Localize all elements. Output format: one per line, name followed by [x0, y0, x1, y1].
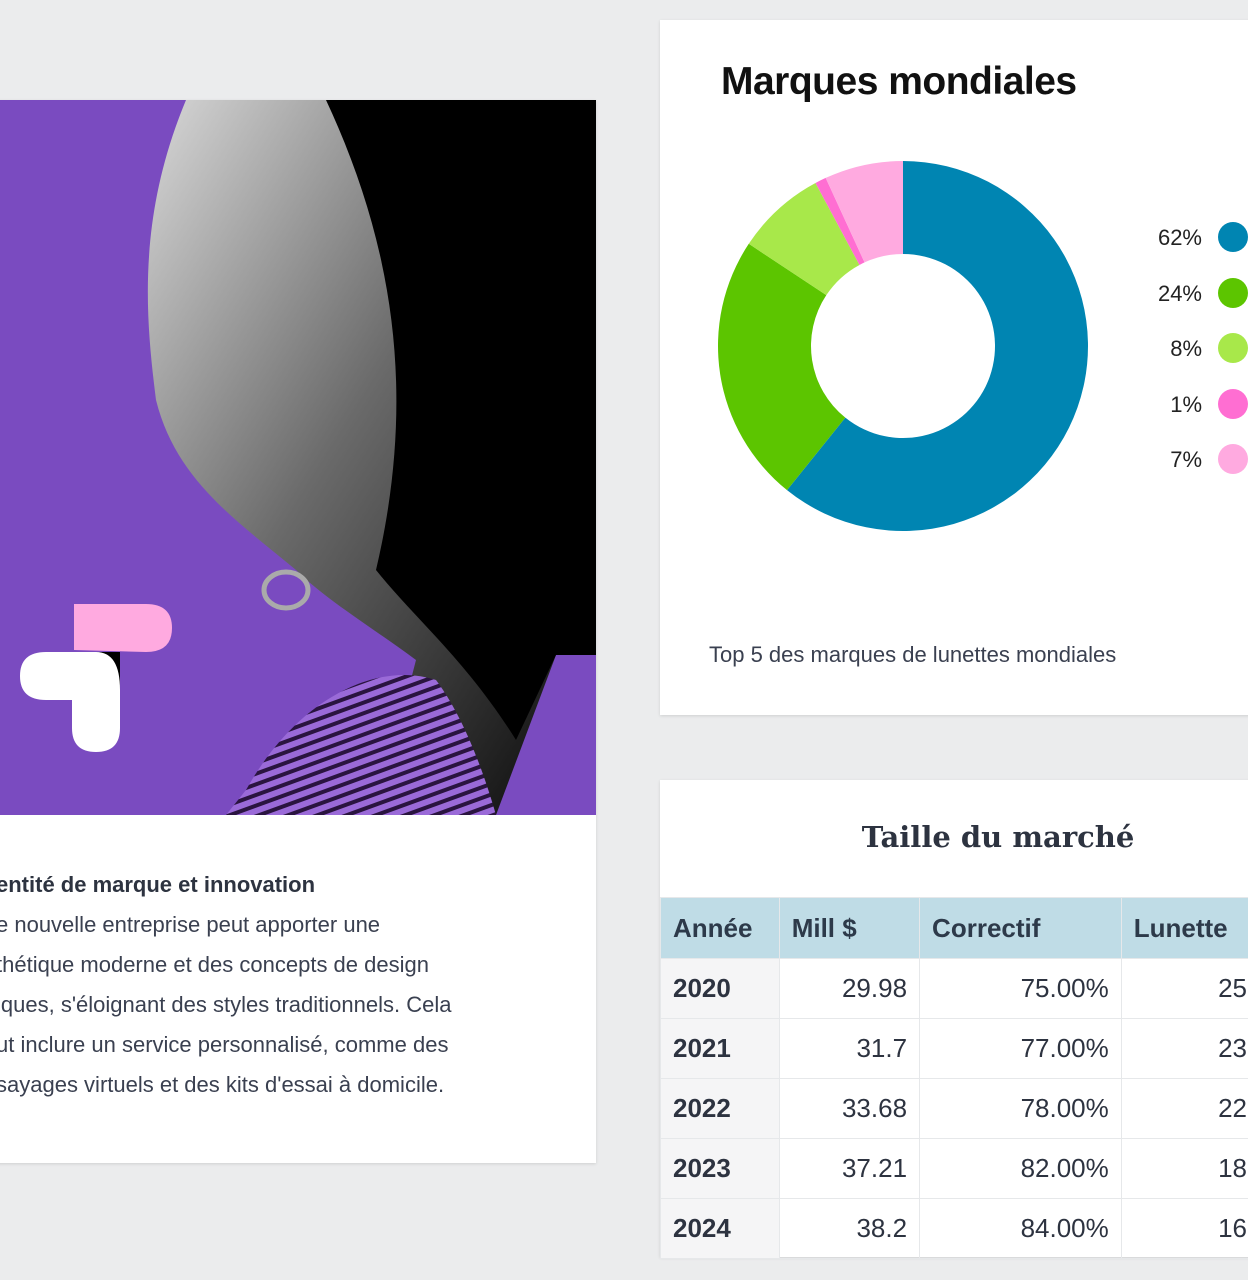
article-card: entité de marque et innovation e nouvell… — [0, 100, 596, 1163]
table-row: 2021 31.7 77.00% 23 — [660, 1018, 1248, 1079]
table-cell: 82.00% — [919, 1138, 1122, 1199]
logo-white-shape — [20, 652, 120, 752]
table-row: 2023 37.21 82.00% 18 — [660, 1138, 1248, 1199]
logo-pink-shape — [74, 604, 172, 652]
donut-chart — [718, 161, 1088, 531]
table-cell: 33.68 — [778, 1078, 921, 1139]
legend-swatch — [1218, 277, 1248, 308]
table-cell: 16 — [1120, 1198, 1248, 1259]
table-row: 2022 33.68 78.00% 22 — [660, 1078, 1248, 1139]
legend-swatch — [1218, 222, 1248, 252]
column-header[interactable]: Correctif — [919, 897, 1122, 959]
chart-title: Marques mondiales — [721, 60, 1077, 103]
legend-swatch — [1218, 444, 1248, 474]
donut-slice[interactable] — [787, 161, 1088, 531]
article-line: iques, s'éloignant des styles traditionn… — [0, 992, 452, 1017]
table-header-row: Année Mill $ Correctif Lunette — [660, 897, 1248, 959]
legend-label: 7% — [1170, 447, 1202, 472]
year-cell: 2023 — [660, 1138, 780, 1199]
chart-caption: Top 5 des marques de lunettes mondiales — [709, 642, 1117, 667]
table-cell: 29.98 — [778, 958, 921, 1019]
legend-label: 1% — [1170, 391, 1202, 417]
table-cell: 77.00% — [919, 1018, 1122, 1079]
table-row: 2024 38.2 84.00% 16 — [660, 1198, 1248, 1259]
table-row: 2020 29.98 75.00% 25 — [660, 958, 1248, 1019]
column-header[interactable]: Année — [660, 897, 780, 959]
year-cell: 2021 — [660, 1018, 780, 1079]
year-cell: 2022 — [660, 1078, 780, 1139]
table-cell: 23 — [1120, 1018, 1248, 1079]
chart-card: Marques mondiales 62% 24% 8% 1% 7% Top 5 des… — [660, 20, 1248, 715]
year-cell: 2020 — [660, 958, 780, 1019]
table-cell: 22 — [1120, 1078, 1248, 1139]
donut-slice[interactable] — [825, 161, 903, 263]
article-line: ut inclure un service personnalisé, comm… — [0, 1032, 449, 1057]
table-cell: 18 — [1120, 1138, 1248, 1199]
table-cell: 84.00% — [919, 1198, 1122, 1259]
legend-label: 24% — [1157, 280, 1202, 306]
year-cell: 2024 — [660, 1198, 780, 1259]
portrait-illustration — [20, 100, 596, 815]
table-cell: 31.7 — [778, 1018, 921, 1079]
table-cell: 25 — [1120, 958, 1248, 1019]
donut-slice[interactable] — [718, 243, 846, 491]
table-title: Taille du marché — [861, 820, 1135, 854]
article-heading: entité de marque et innovation — [0, 872, 316, 897]
article-line: e nouvelle entreprise peut apporter une — [0, 912, 381, 937]
table-cell: 37.21 — [778, 1138, 921, 1199]
legend-swatch — [1218, 388, 1248, 419]
donut-slice[interactable] — [815, 177, 865, 265]
column-header[interactable]: Mill $ — [778, 897, 921, 959]
table-cell: 38.2 — [778, 1198, 921, 1259]
legend-label: 62% — [1157, 225, 1202, 250]
article-line: thétique moderne et des concepts de desi… — [0, 952, 429, 977]
legend-label: 8% — [1170, 336, 1202, 361]
market-size-table: Année Mill $ Correctif Lunette 2020 29.98 75.… — [660, 897, 1248, 1259]
market-size-card: Taille du marché Année Mill $ Correctif Lun… — [660, 780, 1248, 1259]
article-line: sayages virtuels et des kits d'essai à d… — [0, 1072, 445, 1097]
table-cell: 78.00% — [919, 1078, 1122, 1139]
column-header[interactable]: Lunette — [1120, 897, 1248, 959]
portrait-photo — [0, 100, 596, 815]
donut-slice[interactable] — [748, 183, 860, 296]
table-cell: 75.00% — [919, 958, 1122, 1019]
legend-swatch — [1218, 333, 1248, 363]
